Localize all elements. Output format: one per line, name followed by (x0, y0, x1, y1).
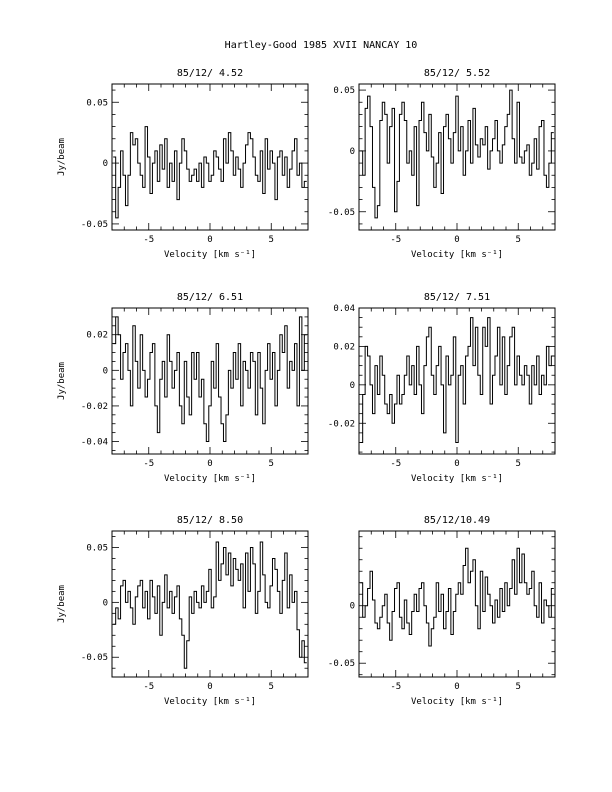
y-tick-label: 0.02 (333, 342, 355, 352)
x-tick-label: -5 (390, 235, 401, 245)
y-tick-label: 0.02 (86, 331, 108, 341)
spectrum-line (113, 541, 307, 669)
x-tick-label: -5 (143, 682, 154, 692)
y-tick-label: -0.05 (81, 653, 108, 663)
chart-panel-1: 85/12/ 4.52 -5 0 5 -0.05 0 0.05 Velocity [km s⁻… (57, 68, 309, 260)
x-tick-label: 0 (207, 682, 212, 692)
y-tick-label: 0.04 (333, 304, 355, 314)
y-tick-label: -0.04 (81, 438, 108, 448)
x-tick-label: -5 (390, 682, 401, 692)
spectrum-line (360, 317, 554, 443)
y-tick-label: -0.02 (328, 419, 355, 429)
x-tick-label: 5 (516, 235, 521, 245)
x-axis-label: Velocity [km s⁻¹] (411, 250, 503, 260)
x-tick-label: 5 (269, 459, 274, 469)
plot-frame (358, 530, 556, 678)
y-tick-label: 0 (350, 381, 355, 391)
spectrum-line (360, 547, 554, 647)
y-tick-label: 0.05 (333, 86, 355, 96)
x-tick-label: -5 (143, 235, 154, 245)
y-tick-label: 0 (103, 159, 108, 169)
y-axis-label: Jy/beam (57, 138, 67, 176)
panel-title: 85/12/ 4.52 (177, 68, 243, 79)
chart-panel-4: 85/12/ 7.51 -5 0 5 -0.02 0 0.02 0.04 Velocity [k… (328, 292, 556, 484)
x-axis-label: Velocity [km s⁻¹] (164, 250, 256, 260)
x-tick-label: 0 (207, 459, 212, 469)
chart-panel-5: 85/12/ 8.50 -5 0 5 -0.05 0 0.05 Velocity [km s⁻… (57, 515, 309, 707)
x-axis-label: Velocity [km s⁻¹] (164, 474, 256, 484)
x-tick-label: 0 (454, 459, 459, 469)
y-tick-label: -0.05 (328, 659, 355, 669)
x-tick-label: 5 (516, 682, 521, 692)
y-tick-label: 0.05 (86, 98, 108, 108)
plot-frame (111, 307, 309, 455)
spectrum-line (360, 89, 554, 219)
plot-frame (358, 83, 556, 231)
chart-panel-2: 85/12/ 5.52 -5 0 5 -0.05 0 0.05 Velocity [km s⁻… (328, 68, 556, 260)
y-axis-label: Jy/beam (57, 585, 67, 623)
x-axis-label: Velocity [km s⁻¹] (411, 474, 503, 484)
spectrum-line (113, 316, 307, 443)
x-tick-label: 0 (207, 235, 212, 245)
panel-title: 85/12/ 7.51 (424, 292, 490, 303)
y-tick-label: 0 (350, 602, 355, 612)
figure-title: Hartley-Good 1985 XVII NANCAY 10 (225, 40, 418, 51)
y-axis-label: Jy/beam (57, 362, 67, 400)
x-tick-label: -5 (143, 459, 154, 469)
spectrum-line (113, 126, 307, 219)
x-axis-label: Velocity [km s⁻¹] (411, 697, 503, 707)
y-tick-label: 0 (103, 366, 108, 376)
x-tick-label: 5 (269, 682, 274, 692)
y-tick-label: 0 (350, 147, 355, 157)
plot-frame (358, 307, 556, 455)
x-axis-label: Velocity [km s⁻¹] (164, 697, 256, 707)
x-tick-label: 5 (269, 235, 274, 245)
plot-frame (111, 530, 309, 678)
chart-panel-6: 85/12/10.49 -5 0 5 -0.05 0 Velocity [km s⁻¹] (328, 515, 556, 707)
y-tick-label: -0.05 (328, 208, 355, 218)
y-tick-label: 0.05 (86, 543, 108, 553)
x-tick-label: 0 (454, 235, 459, 245)
chart-panel-3: 85/12/ 6.51 -5 0 5 -0.04 -0.02 0 0.02 Velocity [… (57, 292, 309, 484)
panel-title: 85/12/ 5.52 (424, 68, 490, 79)
panel-title: 85/12/ 6.51 (177, 292, 243, 303)
y-tick-label: 0 (103, 598, 108, 608)
panel-title: 85/12/ 8.50 (177, 515, 243, 526)
y-tick-label: -0.02 (81, 402, 108, 412)
x-tick-label: 5 (516, 459, 521, 469)
y-tick-label: -0.05 (81, 220, 108, 230)
x-tick-label: -5 (390, 459, 401, 469)
panel-title: 85/12/10.49 (424, 515, 490, 526)
x-tick-label: 0 (454, 682, 459, 692)
